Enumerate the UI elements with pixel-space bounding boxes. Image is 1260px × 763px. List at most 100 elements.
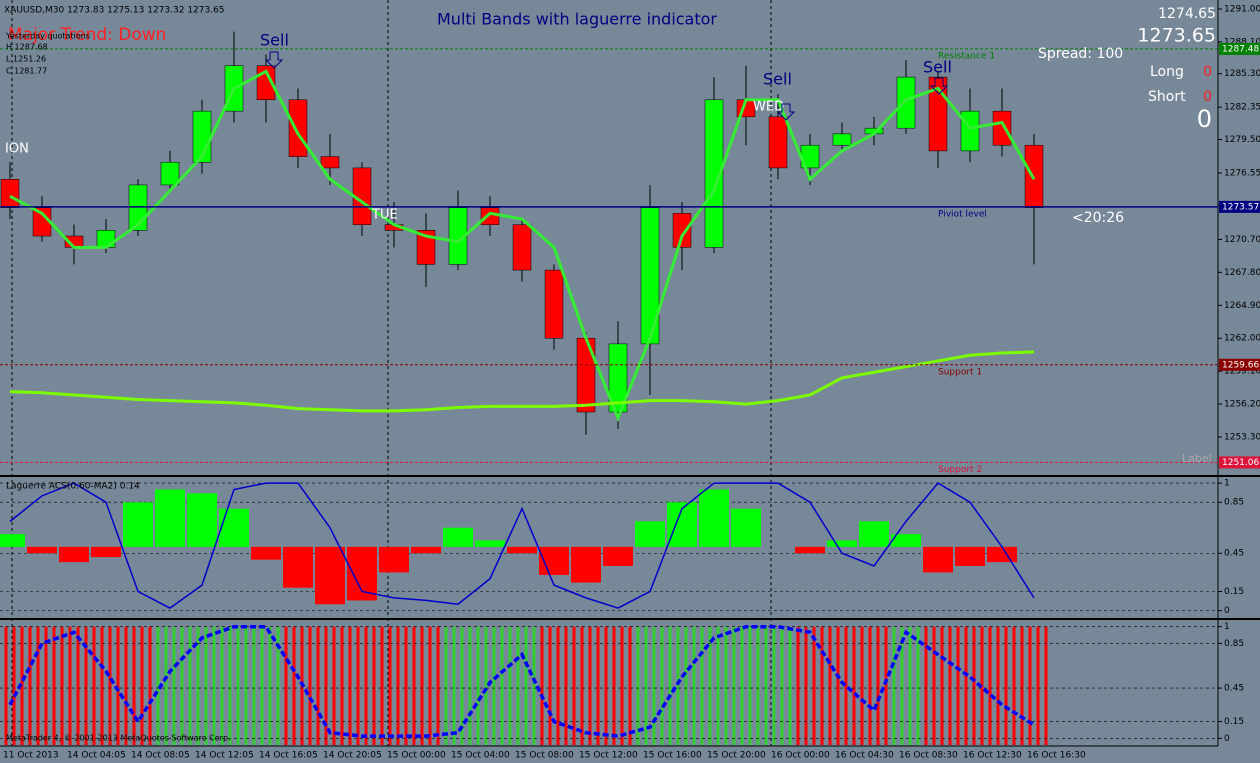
y-tick-label: 1276.55 [1224,169,1260,179]
separators [0,0,1260,747]
y-tick-label: 1256.20 [1224,400,1260,410]
histogram-bar [699,489,729,547]
candle-body [96,230,116,248]
price-tag [1219,456,1260,469]
level-name: Piviot level [938,209,987,219]
x-tick-label: 14 Oct 20:05 [323,751,382,761]
histogram-bar [891,534,921,547]
histogram-bar [955,546,985,566]
quote-low: L 1251.26 [6,55,46,64]
histogram-bar [0,534,25,547]
histogram-bar [347,546,377,601]
candle-body [608,343,628,413]
short-value: 0 [1203,89,1212,105]
histogram-bar [155,489,185,547]
footer: MetaTrader 4, © 2001-2013 MetaQuotes Sof… [6,734,231,743]
histogram-bar [187,493,217,547]
bid: 1274.65 [1158,6,1216,22]
y-tick-label: 0.15 [1224,717,1244,727]
price-tag [1219,358,1260,371]
ask: 1273.65 [1137,25,1216,47]
histogram-bar [91,546,121,558]
histogram-bar [987,546,1017,563]
histogram-bar [283,546,313,588]
price-tag-label: 1259.66 [1222,360,1259,370]
histogram-bar [27,546,57,554]
y-tick-label: 0.15 [1224,587,1244,597]
timer: <20:26 [1072,210,1124,226]
x-tick-label: 14 Oct 12:05 [195,751,254,761]
histogram-bar [827,540,857,547]
sell-arrow [776,103,796,121]
candle-body [448,207,468,265]
quotes-title: Yesterday quotations [5,32,90,41]
short-label: Short [1148,89,1186,105]
quote-close: C 1281.77 [6,67,47,76]
x-tick-label: 16 Oct 00:00 [771,751,830,761]
x-tick-label: 16 Oct 16:30 [1027,751,1086,761]
y-tick-label: 1262.00 [1224,334,1260,344]
spread: Spread: 100 [1038,46,1123,62]
y-tick-label: 1270.70 [1224,235,1260,245]
histogram-bar [507,546,537,554]
annotation: ION [5,142,29,157]
price-tag-label: 1273.57 [1222,202,1259,212]
symbol-line: XAUUSD,M30 1273.83 1275.13 1273.32 1273.… [4,6,225,16]
x-tick-label: 11 Oct 2013 [3,751,59,761]
x-tick-label: 15 Oct 12:00 [579,751,638,761]
y-tick-label: 1285.30 [1224,69,1260,79]
candle-body [992,110,1012,146]
price-tag [1219,42,1260,55]
x-tick-label: 15 Oct 04:00 [451,751,510,761]
plot: 1291.00 1288.10 1285.30 1282.35 1279.50 1276.… [0,4,1260,745]
y-tick-label: 1279.50 [1224,135,1260,145]
candle-body [832,133,852,146]
histogram-bar [571,546,601,583]
candle-body [960,110,980,152]
annotation: Sell [260,31,289,50]
y-tick-label: 0.45 [1224,684,1244,694]
y-tick-label: 1259.10 [1224,367,1260,377]
candle-body [704,99,724,248]
x-tick-label: 14 Oct 08:05 [131,751,190,761]
y-tick-label: 1267.80 [1224,268,1260,278]
y-tick-label: 0.85 [1224,639,1244,649]
label: Label [1182,452,1212,465]
quote-high: H 1287.68 [6,43,48,52]
y-tick-label: 0.85 [1224,498,1244,508]
candle-body [288,99,308,157]
histogram-bar [59,546,89,563]
candle-body [512,224,532,271]
histogram-bar [475,540,505,547]
candle-body [768,116,788,169]
histogram-bar [123,502,153,547]
indicator-line [8,624,1035,738]
histogram-bar [603,546,633,566]
annotation: TUE [371,208,398,223]
total: 0 [1197,105,1212,133]
y-tick-label: 1288.10 [1224,37,1260,47]
annotation: WED [753,100,784,115]
price-tag-label: 1251.06 [1222,458,1259,468]
y-tick-label: 0 [1224,734,1230,744]
level-name: Support 1 [938,367,982,377]
histogram-bar [411,546,441,554]
indicator-line [9,482,1035,609]
price-tag [1219,200,1260,213]
candle-body [320,156,340,169]
y-tick-label: 1253.30 [1224,432,1260,442]
histogram-bar [635,521,665,547]
x-tick-label: 14 Oct 04:05 [67,751,126,761]
candle-body [416,230,436,265]
histogram-bar [443,527,473,547]
y-tick-label: 1282.35 [1224,103,1260,113]
histogram-bar [731,508,761,547]
price-tag-label: 1287.48 [1222,44,1259,54]
y-tick-label: 0 [1224,606,1230,616]
annotation: Sell [923,58,952,77]
level-name: Support 2 [938,465,982,475]
histogram-bar [795,546,825,554]
band-line [9,350,1035,413]
x-tick-label: 15 Oct 20:00 [707,751,766,761]
